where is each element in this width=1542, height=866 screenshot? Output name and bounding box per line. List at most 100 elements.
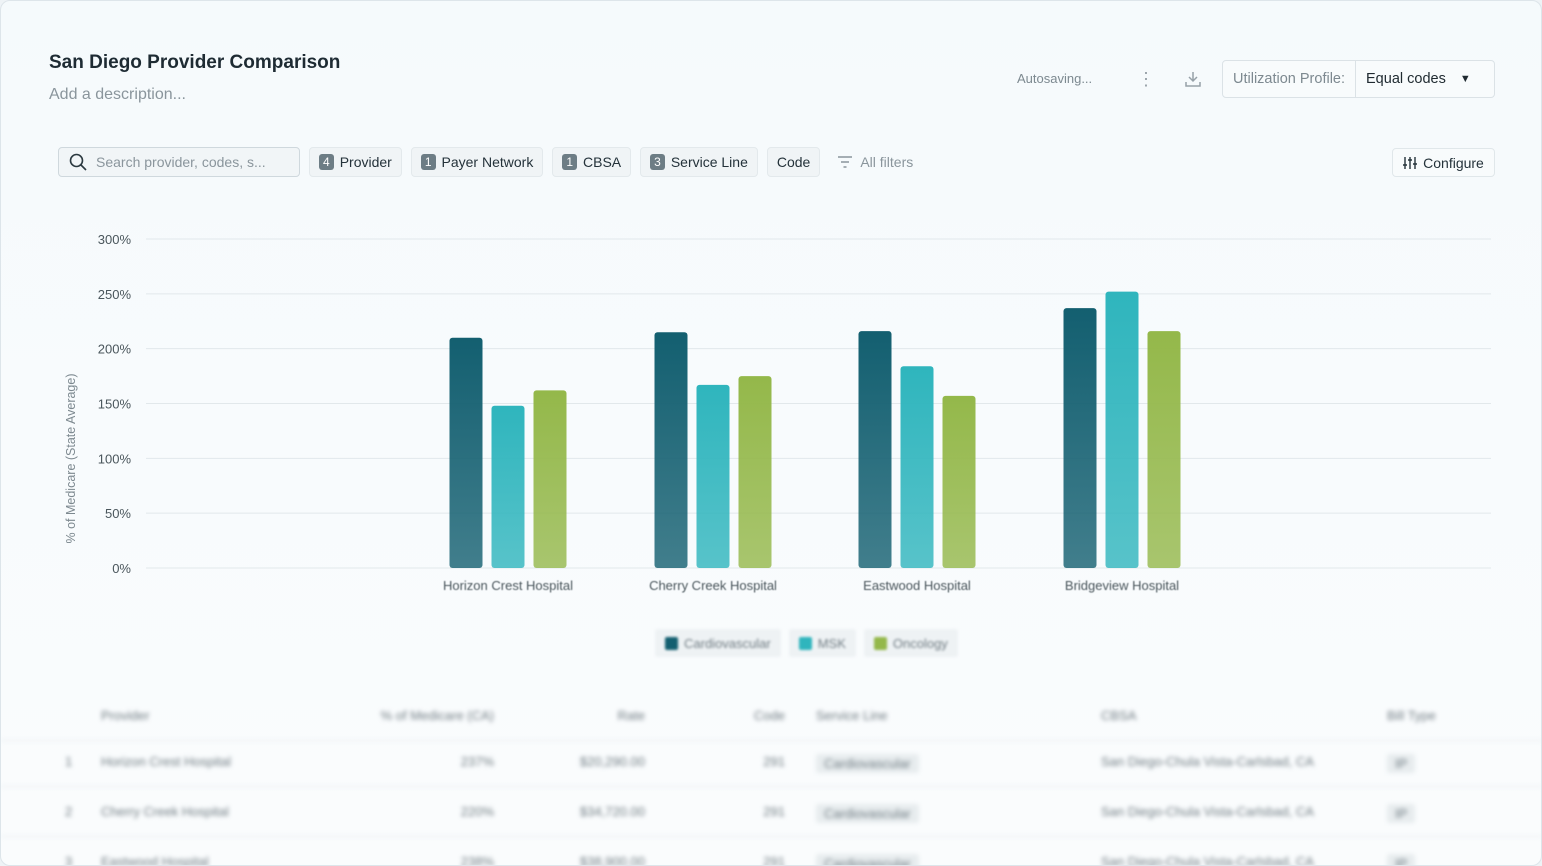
bill-type-badge: IP [1387,854,1416,865]
filter-label: Code [776,154,811,170]
column-header: Service Line [816,708,888,723]
sliders-icon [1403,156,1418,169]
filter-label: Provider [339,154,392,170]
autosave-status: Autosaving... [1017,71,1093,86]
filter-bar: Search provider, codes, s... 4 Provider 1… [58,147,913,177]
row-number: 2 [65,804,73,819]
legend-swatch [798,636,812,650]
legend-label: MSK [817,635,846,651]
filter-chip-service-line[interactable]: 3 Service Line [640,147,758,177]
row-number: 3 [65,854,73,866]
profile-label: Utilization Profile: [1223,61,1357,97]
service-line-badge: Cardiovascular [816,854,919,865]
row-number: 1 [65,754,73,769]
y-tick-label: 150% [98,397,132,412]
y-tick-label: 100% [98,451,132,466]
bill-type-badge: IP [1387,754,1416,773]
column-header: Provider [101,708,150,723]
bar-cardiovascular [654,332,688,568]
download-icon[interactable] [1183,69,1203,89]
x-tick-label: Horizon Crest Hospital [443,578,573,593]
y-tick-label: 250% [98,287,132,302]
all-filters-label: All filters [860,154,914,170]
legend-swatch [665,636,678,650]
table-row[interactable]: 2 Cherry Creek Hospital 220% $34,720.00 291 C… [1,787,1541,837]
table-header: Provider % of Medicare (CA) Rate Code Servic… [1,691,1541,741]
chevron-down-icon: ▼ [1459,73,1471,85]
column-header: % of Medicare (CA) [380,708,494,723]
legend-item[interactable]: Oncology [863,629,958,657]
column-header: Bill Type [1387,708,1436,723]
bar-cardiovascular [858,331,892,568]
filter-chip-provider[interactable]: 4 Provider [309,147,402,177]
bar-oncology [533,390,567,568]
configure-button[interactable]: Configure [1392,148,1495,177]
profile-value: Equal codes [1366,71,1446,87]
y-tick-label: 200% [98,342,132,357]
search-icon [69,153,87,171]
legend-item[interactable]: Cardiovascular [655,629,781,657]
bar-cardiovascular [449,337,483,568]
bar-msk [900,366,934,568]
provider-cell: Cherry Creek Hospital [101,804,229,819]
rate-cell: $20,290.00 [579,754,645,769]
code-cell: 291 [763,754,785,769]
y-tick-label: 0% [112,561,131,576]
y-axis-label: % of Medicare (State Average) [64,374,78,544]
cbsa-cell: San Diego-Chula Vista-Carlsbad, CA [1101,804,1314,819]
x-tick-label: Eastwood Hospital [863,578,971,593]
filter-icon [838,156,853,168]
bar-cardiovascular [1063,308,1097,568]
y-tick-label: 50% [105,506,131,521]
bar-oncology [738,376,772,568]
filter-count: 4 [319,154,334,170]
more-options-icon[interactable]: ⋮ [1137,69,1155,89]
bill-type-badge: IP [1387,804,1416,823]
legend-swatch [873,636,887,650]
code-cell: 291 [763,804,785,819]
legend-label: Oncology [892,635,948,651]
filter-chip-payer-network[interactable]: 1 Payer Network [410,147,544,177]
table-row[interactable]: 3 Eastwood Hospital 238% $38,900.00 291 Cardi… [1,837,1541,866]
table-row[interactable]: 1 Horizon Crest Hospital 237% $20,290.00 291… [1,737,1541,787]
configure-label: Configure [1423,154,1484,171]
bar-oncology [1147,331,1181,568]
filter-label: Payer Network [441,154,534,170]
legend-label: Cardiovascular [684,635,771,651]
filter-chip-code[interactable]: Code [766,147,821,177]
cbsa-cell: San Diego-Chula Vista-Carlsbad, CA [1101,854,1314,866]
y-tick-label: 300% [98,232,132,247]
cbsa-cell: San Diego-Chula Vista-Carlsbad, CA [1101,754,1314,769]
filter-count: 1 [562,154,578,170]
rate-cell: $38,900.00 [579,854,645,866]
filter-label: Service Line [670,154,748,170]
filter-count: 1 [420,154,436,170]
description-field[interactable]: Add a description... [49,86,186,103]
chart-legend: Cardiovascular MSK Oncology [655,629,958,657]
percent-cell: 220% [460,804,494,819]
column-header: Rate [617,708,645,723]
percent-cell: 238% [460,854,494,866]
legend-item[interactable]: MSK [788,629,856,657]
rate-cell: $34,720.00 [579,804,645,819]
provider-cell: Horizon Crest Hospital [101,754,232,769]
filter-chip-cbsa[interactable]: 1 CBSA [552,147,632,177]
filter-count: 3 [650,154,665,170]
bar-oncology [942,395,976,568]
bar-chart: 0% 50% 100% 150% 200% 250% 300% % of Medicare (… [64,232,1491,593]
search-input[interactable]: Search provider, codes, s... [58,147,300,177]
x-tick-label: Cherry Creek Hospital [649,578,777,593]
utilization-profile-select[interactable]: Utilization Profile: Equal codes ▼ [1222,60,1495,98]
provider-cell: Eastwood Hospital [101,854,209,866]
page-title[interactable]: San Diego Provider Comparison [49,52,341,73]
percent-cell: 237% [460,754,494,769]
bar-msk [491,405,525,568]
bar-msk [1105,291,1139,568]
column-header: CBSA [1101,708,1137,723]
search-placeholder: Search provider, codes, s... [96,154,266,170]
service-line-badge: Cardiovascular [816,804,919,823]
filter-label: CBSA [583,154,622,170]
all-filters-button[interactable]: All filters [837,154,913,170]
service-line-badge: Cardiovascular [816,754,919,773]
